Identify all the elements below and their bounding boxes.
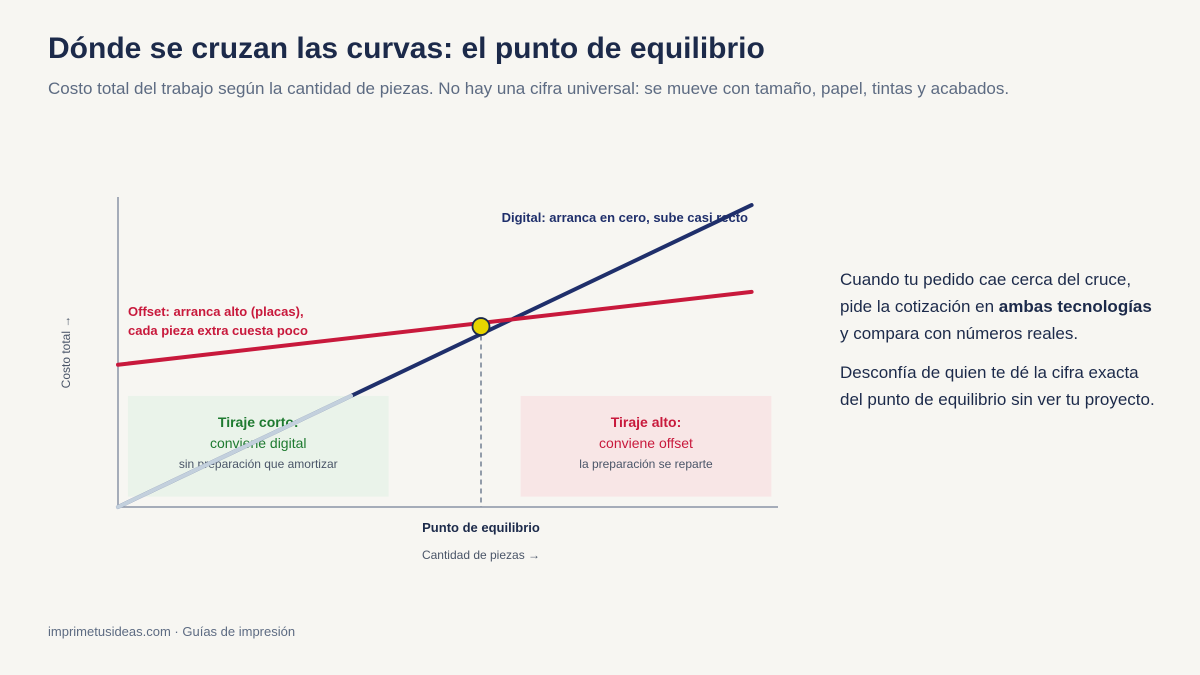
footer-credit: imprimetusideas.com · Guías de impresión <box>48 624 296 639</box>
region-title-short-run: Tiraje corto: <box>218 414 299 430</box>
advice-emphasis: ambas tecnologías <box>998 297 1152 316</box>
break-even-label: Punto de equilibrio <box>422 520 540 535</box>
page-title: Dónde se cruzan las curvas: el punto de … <box>48 32 765 65</box>
series-label-offset-line-1: Offset: arranca alto (placas), <box>128 304 304 319</box>
series-label-offset-line-2: cada pieza extra cuesta poco <box>128 323 308 338</box>
advice-panel: Cuando tu pedido cae cerca del cruce, pi… <box>840 266 1155 425</box>
region-line-long-run: conviene offset <box>599 435 693 451</box>
advice-paragraph-1: Cuando tu pedido cae cerca del cruce, pi… <box>840 266 1155 347</box>
page-subtitle: Costo total del trabajo según la cantida… <box>48 79 1010 98</box>
region-title-long-run: Tiraje alto: <box>611 414 682 430</box>
advice-text: Cuando tu pedido cae cerca del cruce, pi… <box>840 270 1132 316</box>
region-note-long-run: la preparación se reparte <box>579 457 713 471</box>
region-line-short-run: conviene digital <box>210 435 307 451</box>
series-label-digital: Digital: arranca en cero, sube casi rect… <box>502 210 748 225</box>
series-line-offset <box>116 289 754 367</box>
y-axis-label: Costo total → <box>59 316 73 389</box>
break-even-marker <box>471 317 491 336</box>
x-axis-label: Cantidad de piezas → <box>422 548 540 562</box>
advice-paragraph-2: Desconfía de quien te dé la cifra exacta… <box>840 363 1155 409</box>
series-line-digital-faded <box>116 393 354 509</box>
advice-text-end: y compara con números reales. <box>840 324 1079 343</box>
region-long-run <box>520 395 772 497</box>
